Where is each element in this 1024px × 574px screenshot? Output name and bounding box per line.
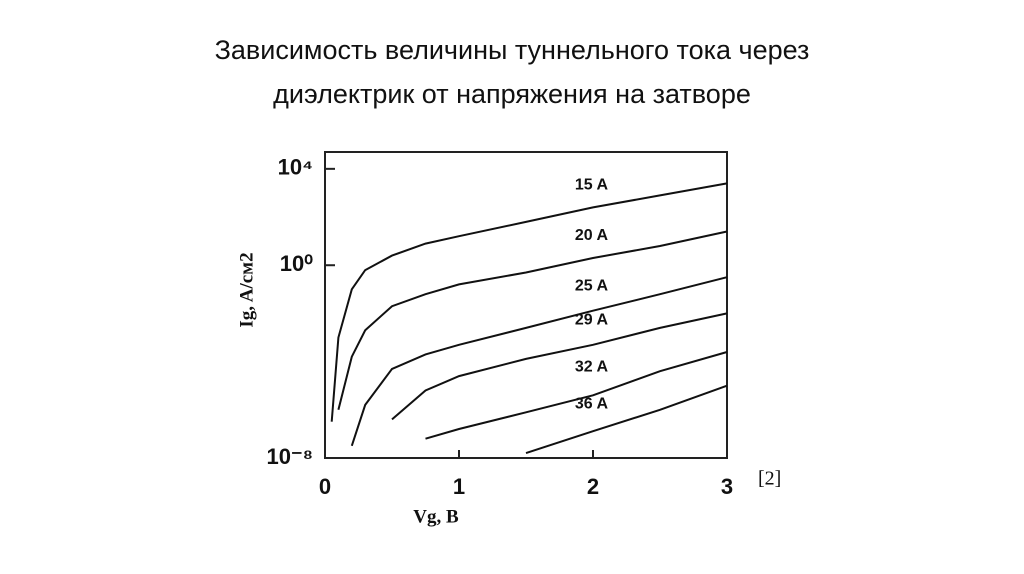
y-tick-label: 10⁰ xyxy=(280,251,313,276)
series-label: 25 A xyxy=(575,278,609,295)
y-axis-label: Ig, A/cм2 xyxy=(236,252,257,327)
x-tick-label: 2 xyxy=(587,474,599,499)
title-line: диэлектрик от напряжения на затворе xyxy=(273,79,751,109)
y-tick-label: 10⁴ xyxy=(278,155,313,180)
series-line xyxy=(391,312,728,421)
series-line xyxy=(330,182,728,422)
series-label: 36 A xyxy=(575,396,609,413)
series-label: 29 A xyxy=(575,312,609,329)
x-tick-label: 3 xyxy=(721,474,733,499)
y-tick-label: 10⁻⁸ xyxy=(267,444,313,469)
series-line xyxy=(425,351,728,440)
series-line xyxy=(350,276,728,447)
x-axis-label: Vg, B xyxy=(413,506,459,527)
series-label: 20 A xyxy=(575,227,609,244)
title-line: Зависимость величины туннельного тока че… xyxy=(215,35,810,65)
series-line xyxy=(525,384,728,455)
series-label: 32 A xyxy=(575,358,609,375)
x-tick-label: 0 xyxy=(319,474,331,499)
series-line xyxy=(337,230,728,411)
reference-note: [2] xyxy=(758,468,781,490)
x-tick-label: 1 xyxy=(453,474,465,499)
series-label: 15 A xyxy=(575,177,609,194)
plot-frame xyxy=(324,151,728,459)
